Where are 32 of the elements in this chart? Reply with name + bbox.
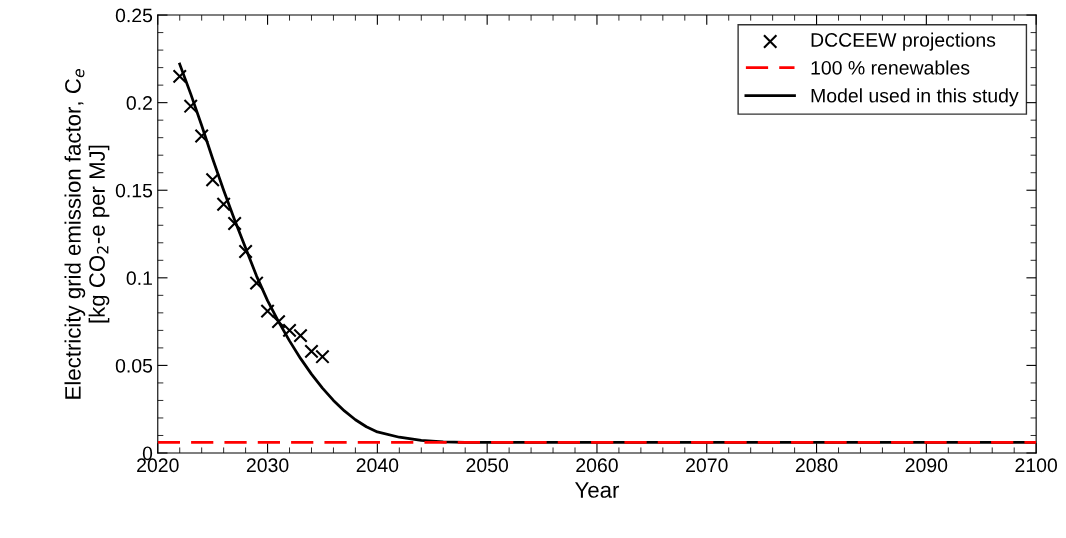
y-tick-label: 0.1 bbox=[126, 271, 152, 286]
point bbox=[238, 244, 253, 259]
legend-label: Model used in this study bbox=[811, 88, 1019, 107]
point bbox=[293, 328, 308, 343]
x-tick-label: 2090 bbox=[905, 458, 948, 473]
point bbox=[227, 216, 242, 231]
x-tick-label: 2030 bbox=[246, 458, 289, 473]
x-tick-label: 2100 bbox=[1015, 458, 1058, 473]
point bbox=[271, 314, 286, 329]
y-tick-label: 0.25 bbox=[115, 8, 153, 23]
point bbox=[282, 323, 297, 338]
point bbox=[172, 69, 187, 84]
point bbox=[205, 172, 220, 187]
point bbox=[194, 128, 209, 144]
x-tick-label: 2060 bbox=[576, 458, 618, 473]
x-tick-label: 2070 bbox=[686, 458, 728, 473]
y-tick-label: 0.15 bbox=[115, 183, 153, 198]
x-tick-label: 2080 bbox=[795, 458, 838, 473]
y-tick-label: 0.2 bbox=[126, 96, 152, 110]
x-tick-label: 2050 bbox=[466, 458, 509, 473]
legend-label: DCCEEW projections bbox=[811, 32, 996, 51]
x-tick-label: 2040 bbox=[356, 458, 399, 473]
legend-label: 100 % renewables bbox=[811, 60, 970, 75]
point bbox=[216, 197, 231, 212]
point bbox=[260, 303, 275, 319]
y-tick-label: 0.05 bbox=[115, 358, 153, 373]
point bbox=[304, 344, 319, 359]
x-axis-title: Year bbox=[574, 482, 620, 498]
point bbox=[249, 275, 264, 291]
text: Electricity grid emission factor, C$_{e}$ [kg CO$_{2}$-e per MJ] bbox=[64, 69, 110, 399]
point bbox=[183, 98, 198, 114]
point bbox=[315, 349, 330, 364]
